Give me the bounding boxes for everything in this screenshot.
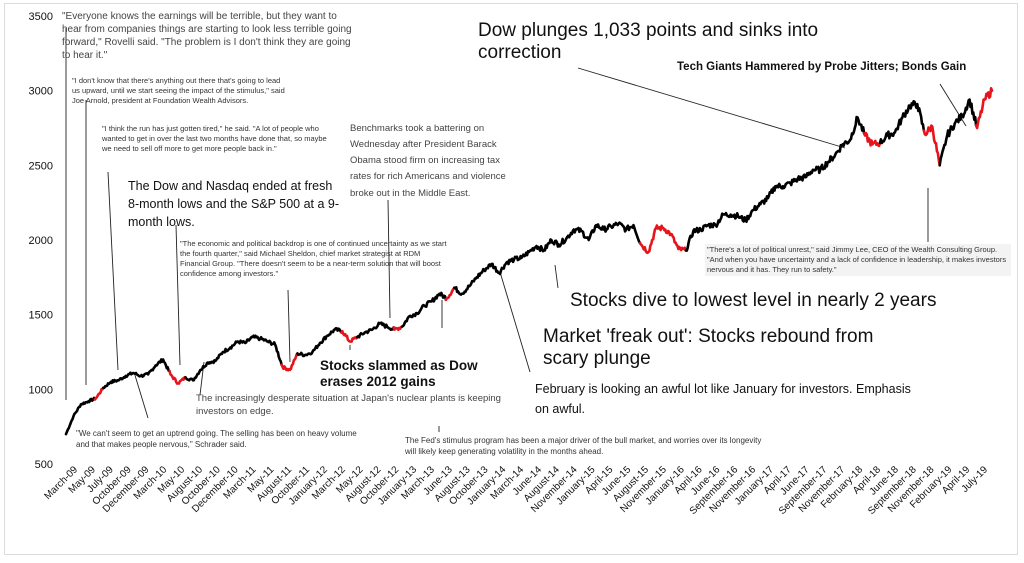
price-segment [296, 327, 343, 358]
annotation-dow-nasdaq: The Dow and Nasdaq ended at fresh 8-mont… [128, 179, 340, 230]
price-line-segments [64, 87, 994, 436]
annotation-leader-line [499, 271, 531, 373]
price-segment [355, 321, 395, 339]
annotation-leader-line [577, 67, 846, 149]
decline-segment [922, 124, 941, 167]
annotation-february: February is looking an awful lot like Ja… [535, 382, 911, 416]
annotation-leader-line [133, 371, 149, 419]
decline-segment [280, 352, 299, 372]
annotation-leader-line [939, 83, 967, 127]
decline-segment [93, 386, 105, 401]
annotation-stocks-slammed: Stocks slammed as Dow erases 2012 gains [320, 358, 478, 389]
annotation-run-tired: "I think the run has just gotten tired,"… [102, 124, 327, 154]
x-axis: March-09May-09July-09October-09December-… [42, 464, 990, 517]
annotation-everyone-knows: "Everyone knows the earnings will be ter… [62, 11, 352, 61]
annotation-leader-line [107, 171, 119, 371]
annotation-stocks-dive: Stocks dive to lowest level in nearly 2 … [570, 290, 937, 311]
price-segment [400, 291, 448, 328]
annotation-dont-know: "I don't know that there's anything out … [72, 76, 285, 106]
decline-segment [444, 286, 456, 302]
decline-segment [974, 87, 994, 130]
annotation-leader-line [287, 289, 291, 363]
y-tick-label: 3500 [29, 11, 53, 23]
annotation-fed-stimulus: The Fed's stimulus program has been a ma… [405, 436, 762, 456]
y-tick-label: 1500 [29, 310, 53, 322]
price-segment [684, 115, 866, 252]
annotation-economic-backdrop: "The economic and political backdrop is … [180, 239, 447, 279]
y-tick-label: 2000 [29, 235, 53, 247]
annotation-tech-giants: Tech Giants Hammered by Probe Jitters; B… [677, 61, 967, 73]
annotation-dow-plunges: Dow plunges 1,033 points and sinks into … [478, 20, 819, 63]
annotation-japan: The increasingly desperate situation at … [196, 393, 501, 418]
annotation-freak-out: Market 'freak out': Stocks rebound from … [543, 326, 874, 369]
price-segment [64, 396, 97, 436]
decline-segment [340, 329, 359, 343]
decline-segment [638, 224, 688, 255]
y-tick-label: 2500 [29, 160, 53, 172]
y-tick-label: 500 [35, 459, 53, 471]
annotation-benchmarks: Benchmarks took a battering on Wednesday… [350, 123, 506, 199]
price-segment [102, 358, 171, 390]
price-segment [878, 100, 926, 145]
annotation-uptrend: "We can't seem to get an uptrend going. … [76, 429, 357, 449]
decline-segment [862, 131, 882, 148]
price-segment [184, 334, 283, 382]
price-segment [938, 98, 978, 167]
annotation-political-unrest: "There's a lot of political unrest," sai… [705, 244, 1011, 277]
annotation-leader-line [175, 224, 181, 366]
annotation-leader-line [554, 264, 559, 289]
decline-segment [392, 325, 404, 332]
chart-frame [4, 3, 1018, 555]
annotation-leader-line [387, 199, 391, 319]
y-tick-label: 1000 [29, 384, 53, 396]
decline-segment [168, 370, 187, 385]
y-axis: 500 1000 1500 2000 2500 3000 3500 [29, 11, 53, 471]
annotation-leader-lines [65, 28, 967, 432]
y-tick-label: 3000 [29, 86, 53, 98]
price-segment [453, 221, 642, 296]
